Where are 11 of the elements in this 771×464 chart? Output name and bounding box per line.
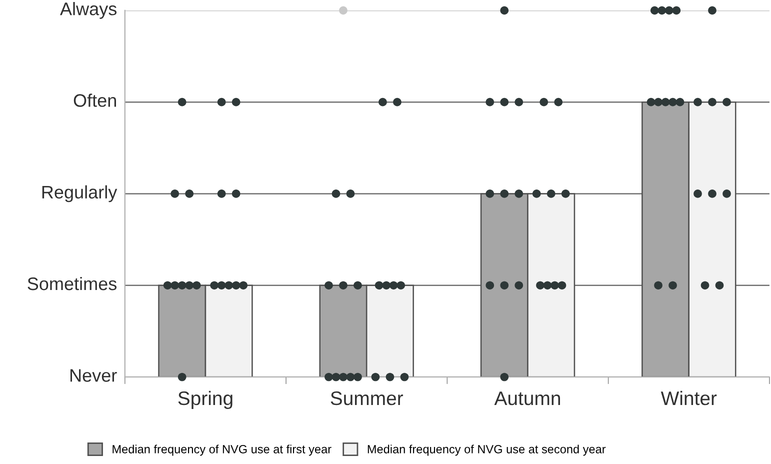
legend-label: Median frequency of NVG use at second year [368, 444, 606, 456]
ref-line-label: Sometimes [28, 276, 117, 290]
ref-line-label: Never [70, 369, 117, 382]
ref-line-label: Often [74, 94, 116, 107]
x-tick-label: Summer [330, 391, 404, 406]
x-tick-label: Spring [178, 390, 232, 410]
legend-label: Median frequency of NVG use at first year [112, 444, 332, 456]
x-tick-label: Winter [660, 390, 717, 406]
ref-line-label: Always [60, 2, 117, 19]
ref-line-label: Regularly [42, 185, 118, 202]
x-tick-label: Autumn [494, 392, 560, 406]
